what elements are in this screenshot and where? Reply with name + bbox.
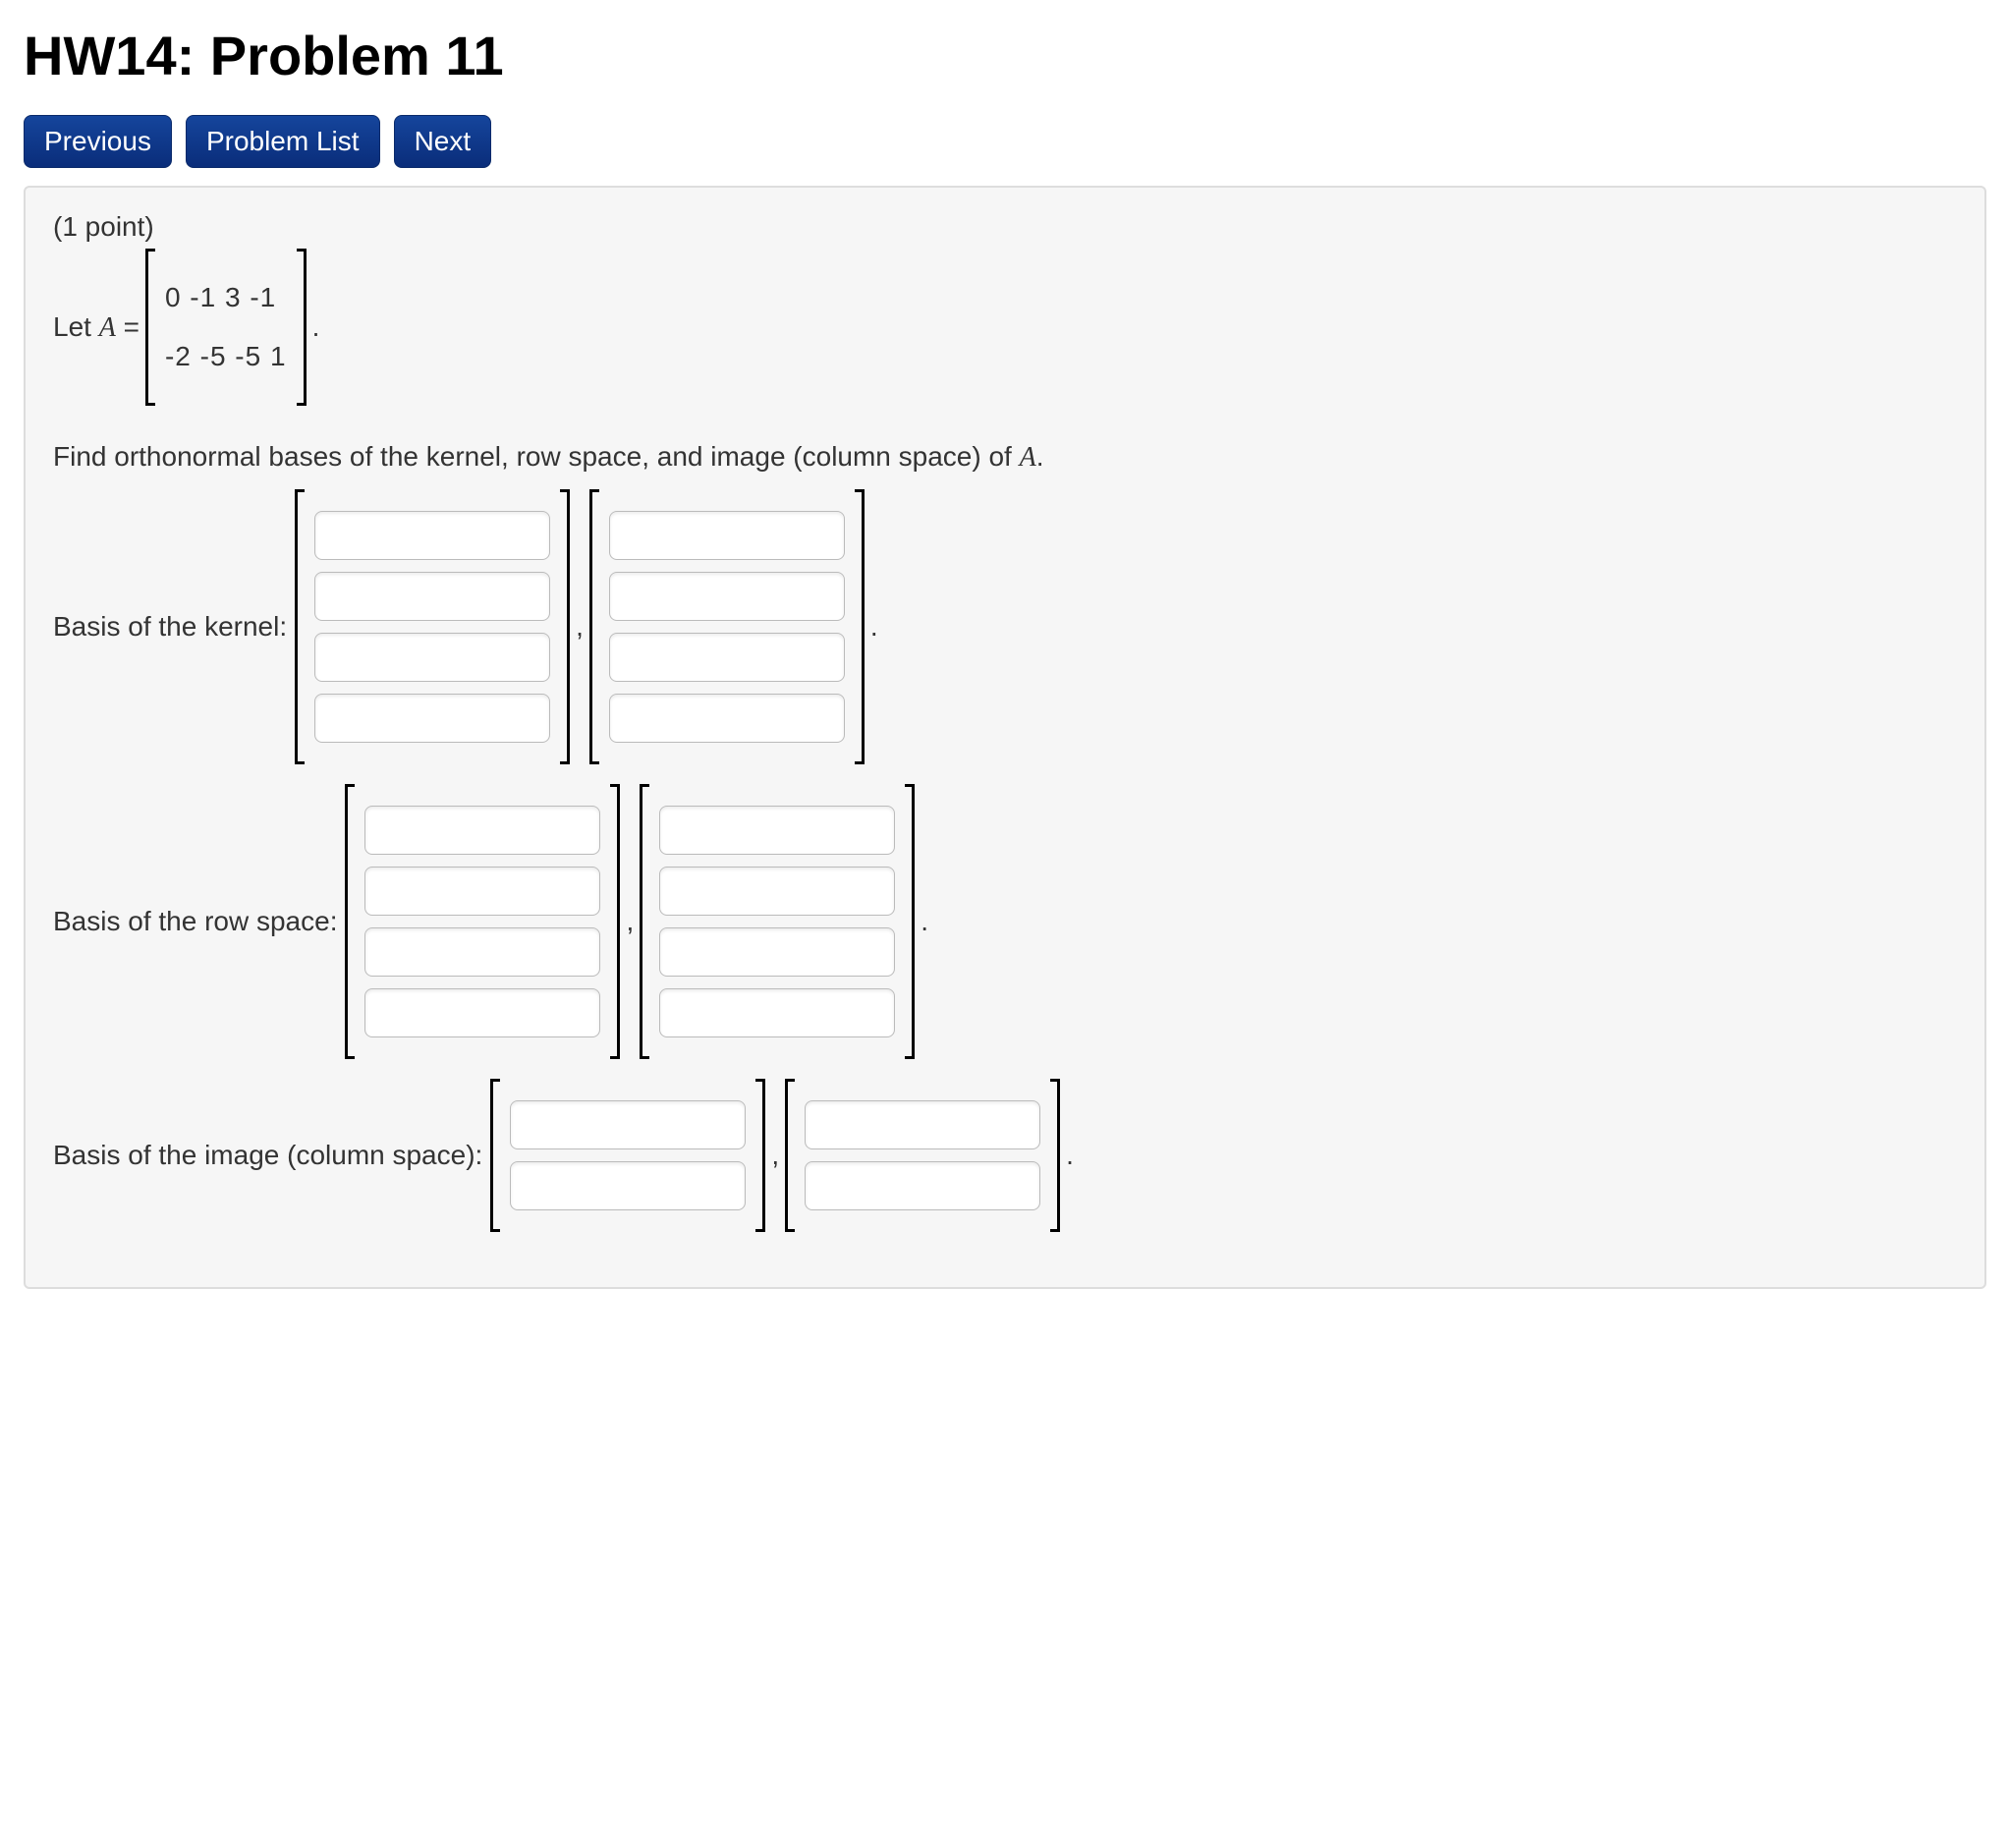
points-label: (1 point)	[53, 211, 1957, 243]
vector-entry-input[interactable]	[659, 867, 895, 916]
nav-buttons: Previous Problem List Next	[24, 115, 1986, 168]
period: .	[1066, 1140, 1074, 1171]
vector-input-group	[295, 489, 570, 764]
vector-input-group	[490, 1079, 765, 1232]
vector-entry-input[interactable]	[314, 633, 550, 682]
next-button[interactable]: Next	[394, 115, 492, 168]
vector-entry-input[interactable]	[609, 572, 845, 621]
section-label: Basis of the row space:	[53, 906, 337, 937]
vector-entry-input[interactable]	[364, 867, 600, 916]
vector-entry-input[interactable]	[510, 1161, 746, 1210]
vector-separator: ,	[626, 906, 634, 937]
vector-entry-input[interactable]	[609, 633, 845, 682]
matrix-definition: Let A = 0 -1 3 -1 -2 -5 -5 1 .	[53, 249, 1957, 406]
period: .	[312, 311, 320, 343]
answer-section: Basis of the kernel:,.	[53, 489, 1957, 764]
vector-entry-input[interactable]	[510, 1100, 746, 1149]
answer-section: Basis of the row space:,.	[53, 784, 1957, 1059]
problem-list-button[interactable]: Problem List	[186, 115, 380, 168]
page-title: HW14: Problem 11	[24, 24, 1986, 87]
variable-a: A	[99, 312, 116, 343]
vector-entry-input[interactable]	[609, 694, 845, 743]
vector-input-group	[640, 784, 915, 1059]
section-label: Basis of the kernel:	[53, 611, 287, 643]
vector-input-group	[345, 784, 620, 1059]
period: .	[921, 906, 928, 937]
matrix-row: 0 -1 3 -1	[165, 282, 287, 313]
vector-input-group	[589, 489, 865, 764]
vector-input-group	[785, 1079, 1060, 1232]
vector-entry-input[interactable]	[364, 806, 600, 855]
equals-text: =	[116, 311, 140, 342]
vector-entry-input[interactable]	[364, 927, 600, 977]
instruction-text: Find orthonormal bases of the kernel, ro…	[53, 441, 1957, 474]
answer-section: Basis of the image (column space):,.	[53, 1079, 1957, 1232]
vector-entry-input[interactable]	[805, 1161, 1040, 1210]
matrix-a: 0 -1 3 -1 -2 -5 -5 1	[145, 249, 307, 406]
vector-entry-input[interactable]	[364, 988, 600, 1037]
previous-button[interactable]: Previous	[24, 115, 172, 168]
vector-entry-input[interactable]	[659, 988, 895, 1037]
vector-entry-input[interactable]	[314, 572, 550, 621]
problem-container: (1 point) Let A = 0 -1 3 -1-2 -5 -5 1 . …	[24, 186, 1986, 1289]
vector-entry-input[interactable]	[659, 927, 895, 977]
vector-entry-input[interactable]	[609, 511, 845, 560]
vector-entry-input[interactable]	[314, 511, 550, 560]
vector-separator: ,	[771, 1140, 779, 1171]
let-text: Let	[53, 311, 99, 342]
vector-entry-input[interactable]	[314, 694, 550, 743]
period: .	[870, 611, 878, 643]
matrix-row: -2 -5 -5 1	[165, 341, 287, 372]
vector-entry-input[interactable]	[805, 1100, 1040, 1149]
vector-separator: ,	[576, 611, 584, 643]
vector-entry-input[interactable]	[659, 806, 895, 855]
section-label: Basis of the image (column space):	[53, 1140, 482, 1171]
